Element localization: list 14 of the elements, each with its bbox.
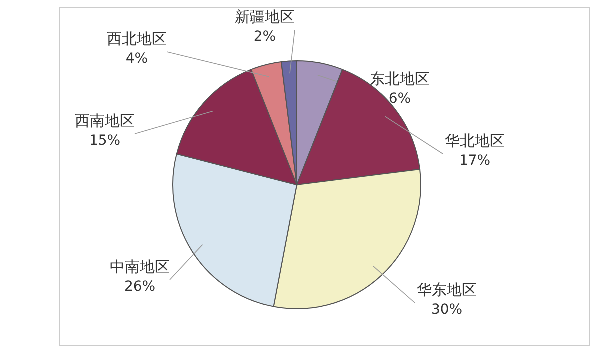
data-label: 6% — [388, 91, 412, 107]
slice-label: 西北地区 — [107, 30, 167, 48]
data-label: 4% — [126, 51, 148, 67]
data-label: 30% — [431, 302, 463, 318]
data-label: 17% — [459, 153, 491, 169]
slice-label: 华东地区 — [417, 281, 477, 299]
data-label: 26% — [124, 279, 156, 295]
slice-label: 华北地区 — [445, 132, 505, 150]
data-label: 2% — [254, 29, 276, 45]
slice-label: 东北地区 — [370, 70, 430, 88]
slice-label: 新疆地区 — [235, 8, 295, 26]
data-label: 15% — [89, 133, 121, 149]
slice-label: 西南地区 — [75, 112, 135, 130]
slice-label: 中南地区 — [110, 258, 170, 276]
